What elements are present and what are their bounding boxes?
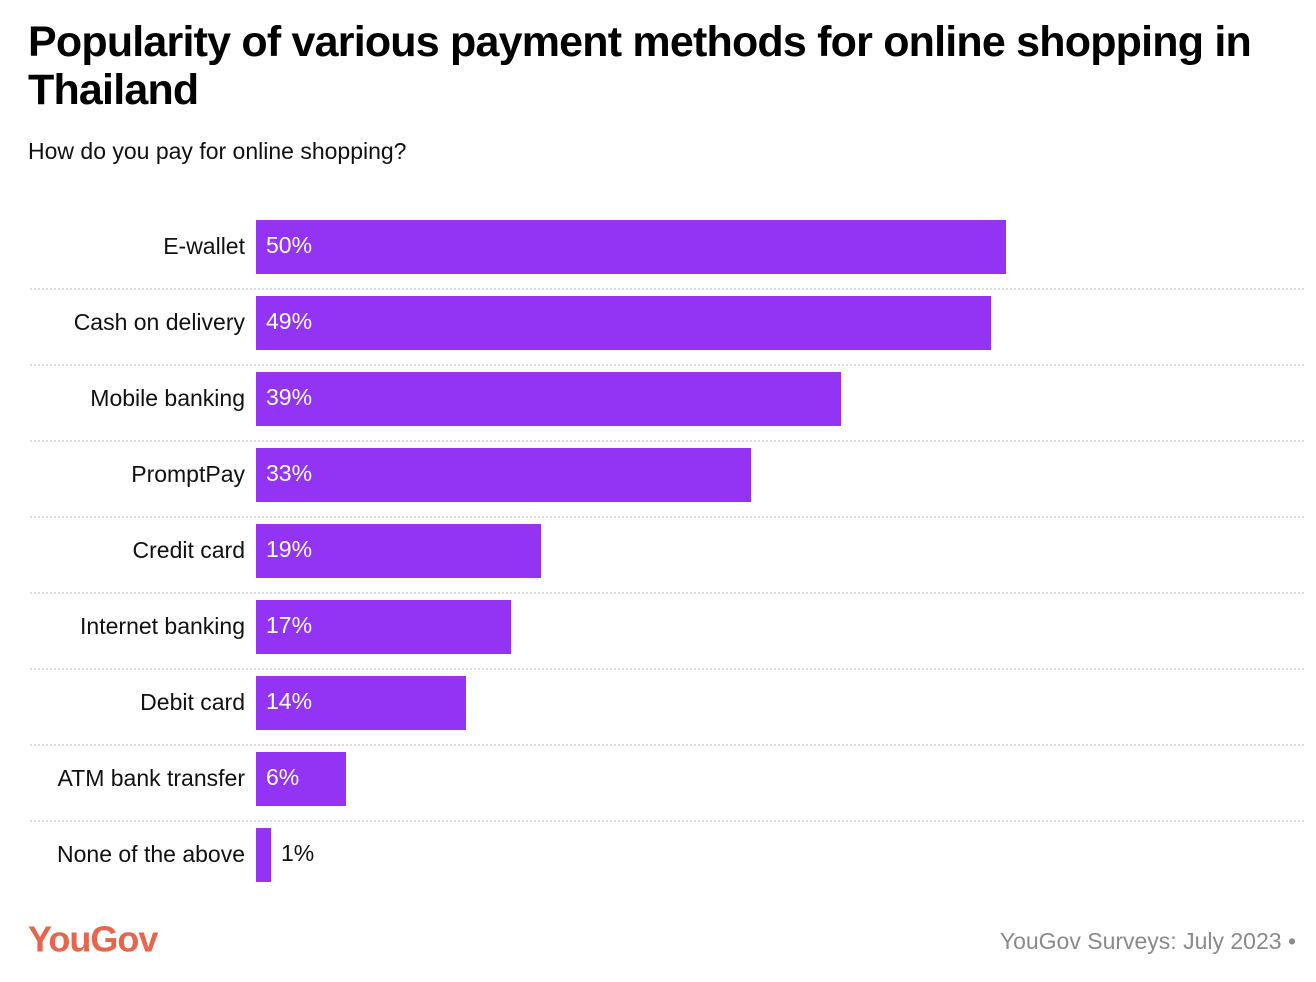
value-label: 14% [266, 688, 312, 714]
bar [256, 676, 466, 730]
y-tick-label: Mobile banking [90, 385, 245, 411]
source: YouGov Surveys: July 2023 • [1000, 928, 1296, 954]
y-tick-label: ATM bank transfer [58, 765, 246, 791]
logo: YouGov [28, 919, 158, 960]
value-label: 19% [266, 536, 312, 562]
bar [256, 448, 751, 502]
y-tick-label: PromptPay [131, 461, 245, 487]
value-label: 39% [266, 384, 312, 410]
y-tick-label: Credit card [133, 537, 245, 563]
value-label: 1% [281, 840, 314, 866]
value-label: 6% [266, 764, 299, 790]
value-label: 17% [266, 612, 312, 638]
chart-subtitle: How do you pay for online shopping? [28, 138, 407, 164]
bar [256, 296, 991, 350]
bar [256, 524, 541, 578]
y-tick-label: E-wallet [163, 233, 245, 259]
value-label: 49% [266, 308, 312, 334]
y-tick-label: Cash on delivery [74, 309, 246, 335]
y-tick-label: Debit card [140, 689, 245, 715]
value-label: 50% [266, 232, 312, 258]
bar [256, 600, 511, 654]
bar [256, 828, 271, 882]
value-label: 33% [266, 460, 312, 486]
bar [256, 220, 1006, 274]
bar [256, 752, 346, 806]
chart-title: Popularity of various payment methods fo… [28, 18, 1252, 114]
bar [256, 372, 841, 426]
y-tick-label: Internet banking [80, 613, 245, 639]
y-tick-label: None of the above [57, 841, 245, 867]
